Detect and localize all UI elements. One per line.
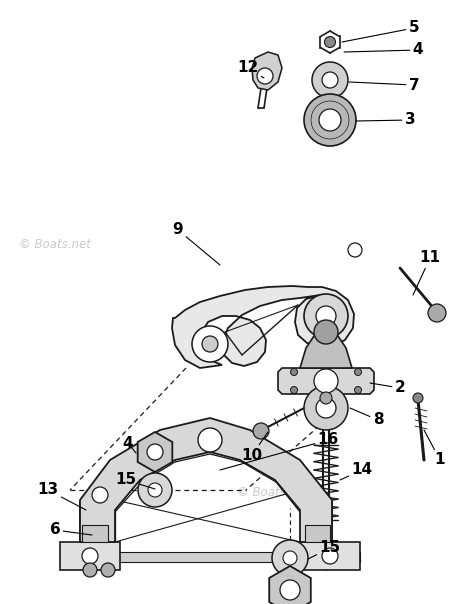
Text: 14: 14 <box>340 463 373 480</box>
Polygon shape <box>269 566 311 604</box>
Polygon shape <box>60 542 120 570</box>
Circle shape <box>138 473 172 507</box>
Circle shape <box>320 392 332 404</box>
Text: 16: 16 <box>220 432 338 470</box>
Circle shape <box>316 306 336 326</box>
Circle shape <box>314 320 338 344</box>
Text: © Boats.net: © Boats.net <box>19 238 91 251</box>
Circle shape <box>316 398 336 418</box>
Circle shape <box>304 94 356 146</box>
Text: 4: 4 <box>123 435 136 453</box>
Circle shape <box>319 109 341 131</box>
Circle shape <box>272 540 308 576</box>
Text: 15: 15 <box>308 541 340 559</box>
Polygon shape <box>305 525 330 542</box>
Circle shape <box>428 304 446 322</box>
Circle shape <box>314 369 338 393</box>
Polygon shape <box>137 432 173 472</box>
Circle shape <box>413 393 423 403</box>
Text: 11: 11 <box>413 251 440 295</box>
Polygon shape <box>82 525 108 542</box>
Circle shape <box>101 563 115 577</box>
Polygon shape <box>300 542 360 570</box>
Circle shape <box>291 368 298 376</box>
Polygon shape <box>252 52 282 90</box>
Text: 5: 5 <box>342 21 419 42</box>
Polygon shape <box>278 368 374 394</box>
Circle shape <box>257 68 273 84</box>
Text: 3: 3 <box>356 112 415 127</box>
Circle shape <box>147 444 163 460</box>
Circle shape <box>92 487 108 503</box>
Polygon shape <box>60 552 360 562</box>
Circle shape <box>355 387 362 393</box>
Circle shape <box>348 243 362 257</box>
Circle shape <box>312 62 348 98</box>
Text: 7: 7 <box>349 77 419 92</box>
Polygon shape <box>80 418 332 542</box>
Circle shape <box>192 326 228 362</box>
Text: 13: 13 <box>37 483 86 510</box>
Polygon shape <box>172 286 354 368</box>
Text: 4: 4 <box>344 42 423 57</box>
Text: 2: 2 <box>370 381 405 396</box>
Text: © Boats.net: © Boats.net <box>237 486 309 499</box>
Text: 8: 8 <box>350 408 383 428</box>
Circle shape <box>82 548 98 564</box>
Circle shape <box>304 294 348 338</box>
Polygon shape <box>300 330 352 368</box>
Circle shape <box>355 368 362 376</box>
Text: 6: 6 <box>50 522 92 538</box>
Circle shape <box>322 72 338 88</box>
Circle shape <box>253 423 269 439</box>
Circle shape <box>283 551 297 565</box>
Text: 9: 9 <box>173 222 220 265</box>
Circle shape <box>198 428 222 452</box>
Circle shape <box>202 336 218 352</box>
Text: 15: 15 <box>116 472 155 489</box>
Circle shape <box>148 483 162 497</box>
Text: 12: 12 <box>237 60 264 78</box>
Circle shape <box>280 580 300 600</box>
Text: 10: 10 <box>241 432 268 463</box>
Circle shape <box>83 563 97 577</box>
Text: 1: 1 <box>424 430 445 467</box>
Circle shape <box>325 36 336 48</box>
Circle shape <box>322 548 338 564</box>
Circle shape <box>291 387 298 393</box>
Circle shape <box>304 386 348 430</box>
